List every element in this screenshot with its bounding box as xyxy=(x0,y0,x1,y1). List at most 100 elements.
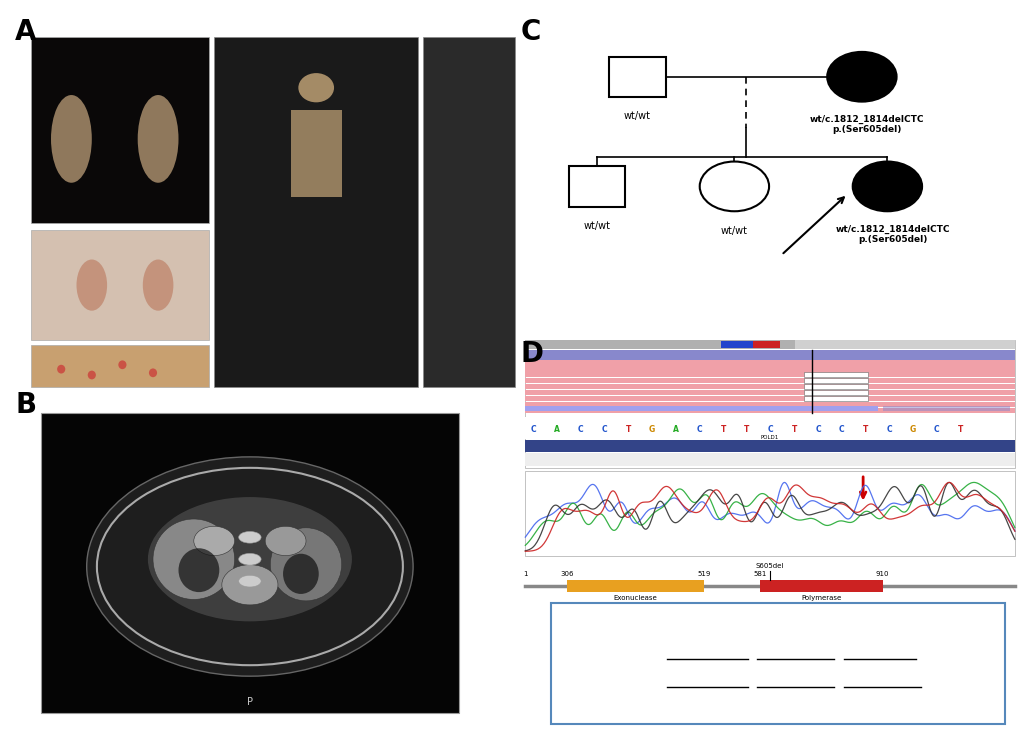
Text: Ser: Ser xyxy=(675,695,698,708)
Text: C: C xyxy=(578,425,583,434)
Bar xyxy=(525,402,1014,407)
Ellipse shape xyxy=(138,95,178,183)
Text: T: T xyxy=(625,425,631,434)
Bar xyxy=(525,390,1014,395)
Bar xyxy=(525,471,1014,556)
Text: Phe: Phe xyxy=(596,641,623,654)
Bar xyxy=(804,396,867,401)
Text: T: T xyxy=(744,425,749,434)
Bar xyxy=(423,37,515,387)
Text: G: G xyxy=(648,425,654,434)
Bar xyxy=(567,580,703,592)
Ellipse shape xyxy=(265,526,306,556)
Text: CTG: CTG xyxy=(678,669,707,682)
Text: TCG: TCG xyxy=(677,641,706,654)
Bar xyxy=(753,341,780,348)
Bar xyxy=(525,366,1014,371)
Ellipse shape xyxy=(88,371,96,379)
Text: TTC: TTC xyxy=(564,669,586,682)
Bar xyxy=(525,396,1014,401)
Text: B: B xyxy=(15,391,37,419)
Text: C: C xyxy=(671,641,678,654)
Text: wt/c.1812_1814delCTC
p.(Ser605del): wt/c.1812_1814delCTC p.(Ser605del) xyxy=(835,224,949,244)
Bar xyxy=(525,453,1014,466)
Ellipse shape xyxy=(76,260,107,311)
Text: AC: AC xyxy=(765,669,781,682)
Bar xyxy=(31,230,209,340)
Text: Polymerase
active site: Polymerase active site xyxy=(801,595,841,608)
Text: wt/wt: wt/wt xyxy=(624,111,650,121)
Ellipse shape xyxy=(153,519,234,599)
Text: 1: 1 xyxy=(523,572,527,577)
Ellipse shape xyxy=(57,365,65,374)
Bar xyxy=(31,345,209,387)
Text: 306: 306 xyxy=(559,572,573,577)
Bar xyxy=(525,350,1014,360)
Bar xyxy=(609,56,665,96)
Ellipse shape xyxy=(194,526,234,556)
Bar xyxy=(290,110,341,197)
Text: TC: TC xyxy=(641,669,656,682)
Ellipse shape xyxy=(238,553,261,565)
Bar xyxy=(41,413,459,713)
Ellipse shape xyxy=(238,575,261,587)
Ellipse shape xyxy=(270,528,341,601)
Text: Leu: Leu xyxy=(864,617,890,630)
Ellipse shape xyxy=(148,497,352,621)
Bar xyxy=(525,408,1014,413)
Ellipse shape xyxy=(299,73,334,102)
Bar xyxy=(214,37,418,387)
Ellipse shape xyxy=(178,548,219,592)
Ellipse shape xyxy=(283,554,319,594)
Bar xyxy=(525,406,877,411)
Bar xyxy=(804,372,867,377)
Text: Ser: Ser xyxy=(784,617,807,630)
Ellipse shape xyxy=(51,95,92,183)
Text: C: C xyxy=(814,425,820,434)
Text: 581: 581 xyxy=(753,572,766,577)
Text: T: T xyxy=(957,425,962,434)
Bar xyxy=(804,378,867,383)
Bar xyxy=(525,340,1014,468)
Ellipse shape xyxy=(238,531,261,543)
Text: G: G xyxy=(909,425,915,434)
Text: Tyr: Tyr xyxy=(934,617,956,630)
Text: C: C xyxy=(696,425,701,434)
Text: CTG: CTG xyxy=(760,641,783,654)
Text: C: C xyxy=(767,425,772,434)
Text: T: T xyxy=(719,425,726,434)
Text: T: T xyxy=(759,669,766,682)
Text: Pro: Pro xyxy=(910,695,934,708)
Text: C: C xyxy=(886,425,891,434)
Bar xyxy=(525,340,794,349)
Text: wt/wt: wt/wt xyxy=(720,226,747,236)
Circle shape xyxy=(852,162,921,211)
Text: A: A xyxy=(673,425,678,434)
Bar xyxy=(525,360,1014,366)
Text: wt/wt: wt/wt xyxy=(583,221,609,231)
Bar xyxy=(525,384,1014,390)
Bar xyxy=(759,580,881,592)
Bar xyxy=(525,417,1014,439)
Bar xyxy=(525,440,1014,452)
Text: 910: 910 xyxy=(875,572,889,577)
Circle shape xyxy=(699,162,768,211)
Bar xyxy=(804,390,867,395)
Text: wt/c.1812_1814delCTC
p.(Ser605del): wt/c.1812_1814delCTC p.(Ser605del) xyxy=(809,115,923,135)
Text: T: T xyxy=(845,641,853,654)
Text: D: D xyxy=(520,340,543,368)
Bar xyxy=(720,341,756,348)
Ellipse shape xyxy=(118,360,126,369)
Text: S605del: S605del xyxy=(755,563,784,569)
Text: T: T xyxy=(862,425,867,434)
Ellipse shape xyxy=(149,368,157,377)
Text: T: T xyxy=(791,425,796,434)
Text: C: C xyxy=(530,425,536,434)
Text: C: C xyxy=(932,425,938,434)
Text: 519: 519 xyxy=(697,572,710,577)
Text: C: C xyxy=(520,18,540,46)
Ellipse shape xyxy=(143,260,173,311)
Text: Ser: Ser xyxy=(693,617,716,630)
Text: G: G xyxy=(668,669,676,682)
Bar xyxy=(550,603,1004,724)
